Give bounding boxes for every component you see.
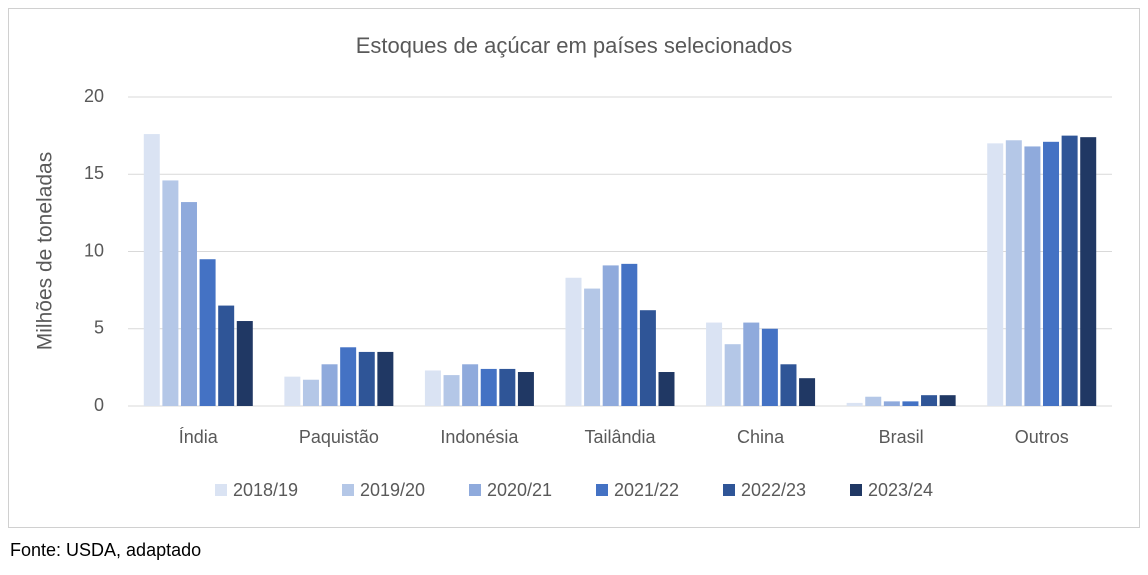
bar <box>780 364 797 406</box>
y-axis-label: Milhões de toneladas <box>34 152 57 350</box>
bar <box>602 265 619 406</box>
bar <box>443 375 460 406</box>
bar <box>143 134 160 406</box>
bar <box>939 395 956 406</box>
bar <box>321 364 338 406</box>
bar <box>658 372 675 406</box>
bar <box>284 376 301 406</box>
legend-swatch <box>723 484 735 496</box>
bar <box>724 344 741 406</box>
x-tick-label: Índia <box>179 427 219 447</box>
legend-label: 2022/23 <box>741 480 806 500</box>
bar <box>236 321 253 406</box>
legend-swatch <box>215 484 227 496</box>
x-tick-label: Indonésia <box>440 427 519 447</box>
source-note: Fonte: USDA, adaptado <box>10 540 201 560</box>
y-tick-label: 10 <box>84 240 104 260</box>
bar <box>799 378 816 406</box>
bar <box>499 368 516 406</box>
x-tick-label: Outros <box>1015 427 1069 447</box>
bar <box>180 202 197 406</box>
bar <box>480 368 497 406</box>
legend-label: 2023/24 <box>868 480 933 500</box>
bar <box>377 351 394 406</box>
bar <box>846 402 863 406</box>
legend-label: 2019/20 <box>360 480 425 500</box>
bar <box>517 372 534 406</box>
y-tick-label: 15 <box>84 163 104 183</box>
bar <box>761 328 778 406</box>
bar <box>865 396 882 406</box>
bar <box>1043 141 1060 406</box>
bar <box>1080 137 1097 407</box>
x-tick-label: China <box>737 427 785 447</box>
bar <box>987 143 1004 406</box>
bar <box>706 322 723 406</box>
bar <box>199 259 216 406</box>
bar <box>218 305 235 406</box>
x-tick-label: Tailândia <box>584 427 656 447</box>
legend-label: 2020/21 <box>487 480 552 500</box>
bar <box>621 263 638 406</box>
bar <box>424 370 441 406</box>
bar <box>1005 140 1022 406</box>
y-tick-label: 0 <box>94 395 104 415</box>
bar <box>162 180 179 406</box>
bar <box>565 277 582 406</box>
legend-swatch <box>596 484 608 496</box>
bar <box>639 310 656 406</box>
bar <box>1061 135 1078 406</box>
y-tick-label: 20 <box>84 86 104 106</box>
bar <box>462 364 479 406</box>
bar <box>584 288 601 406</box>
chart-title: Estoques de açúcar em países selecionado… <box>356 33 793 58</box>
legend-swatch <box>469 484 481 496</box>
bar <box>902 401 919 406</box>
legend-swatch <box>850 484 862 496</box>
x-tick-label: Paquistão <box>299 427 379 447</box>
bar <box>358 351 375 406</box>
bar <box>883 401 900 406</box>
bar <box>1024 146 1041 406</box>
bar <box>340 347 357 406</box>
bar <box>921 395 938 406</box>
legend-swatch <box>342 484 354 496</box>
chart-frame <box>8 8 1140 528</box>
bar <box>743 322 760 406</box>
bar <box>302 379 319 406</box>
legend-label: 2021/22 <box>614 480 679 500</box>
x-tick-label: Brasil <box>879 427 924 447</box>
y-tick-label: 5 <box>94 318 104 338</box>
legend-label: 2018/19 <box>233 480 298 500</box>
